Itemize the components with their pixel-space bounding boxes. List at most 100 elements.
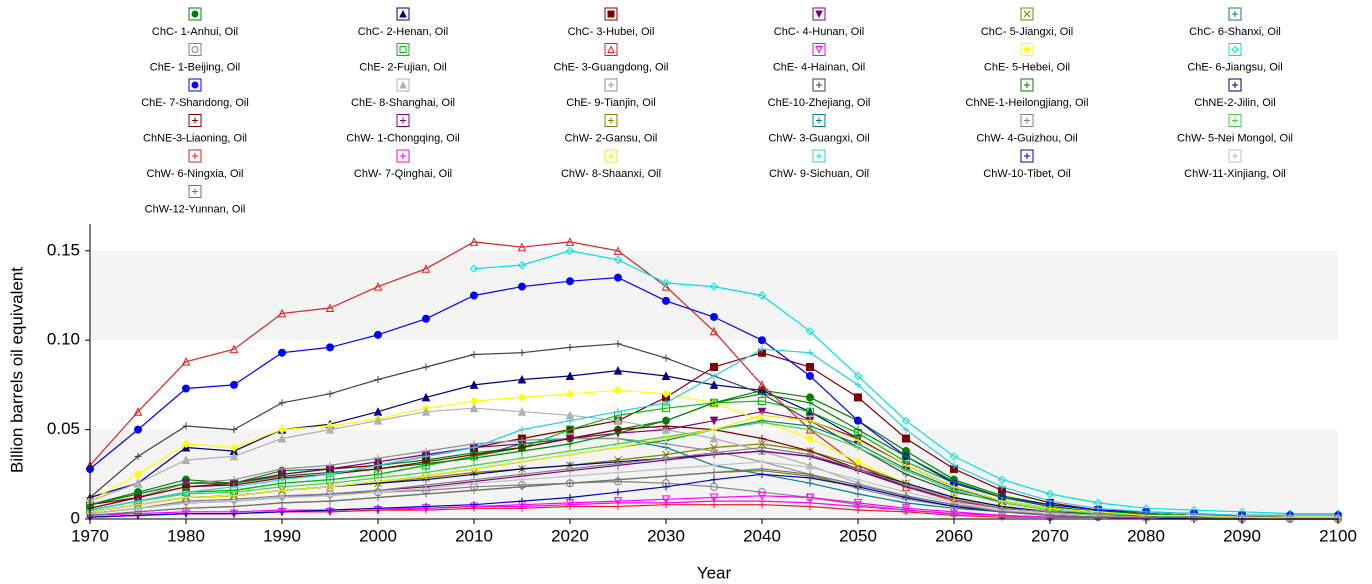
marker [1024,153,1030,159]
marker [758,418,766,426]
marker [230,483,238,491]
marker [614,476,622,484]
marker [710,372,718,380]
marker [400,153,406,159]
marker [662,454,670,462]
marker [469,237,479,246]
marker [182,422,190,430]
marker [325,424,335,434]
marker [278,465,286,473]
marker [229,344,239,354]
legend-label: ChE- 7-Shandong, Oil [141,97,249,109]
marker [422,363,430,371]
marker [709,326,719,336]
marker [1232,11,1238,17]
marker [949,452,959,461]
marker [902,461,910,469]
marker [518,476,526,484]
marker [710,482,718,491]
marker [518,436,526,444]
marker [374,477,382,485]
marker [469,396,479,406]
marker [518,282,526,291]
marker [854,465,862,473]
marker [1023,45,1031,54]
marker [805,434,815,443]
marker [853,457,863,466]
marker [757,491,767,501]
legend-label: ChE- 3-Guangdong, Oil [554,61,669,73]
marker [758,435,766,443]
legend-label: ChC- 3-Hubei, Oil [568,26,655,38]
legend-label: ChE- 4-Hainan, Oil [773,61,865,73]
marker [662,465,670,473]
marker [566,417,574,425]
marker [133,407,143,416]
marker [181,357,191,366]
y-tick-label: 0.10 [47,330,80,349]
marker [1046,497,1054,505]
y-tick-label: 0.15 [47,240,80,259]
marker [566,494,574,502]
legend-label: ChE-10-Zhejiang, Oil [768,97,871,109]
marker [902,492,910,500]
marker [277,433,287,443]
marker [134,508,142,516]
marker [470,486,478,494]
x-tick-label: 2040 [743,526,781,545]
marker [518,497,526,505]
marker [710,476,718,484]
marker [470,479,478,487]
marker [854,436,862,444]
marker [661,371,671,380]
marker [278,508,286,516]
marker [1232,82,1238,88]
marker [758,336,766,345]
marker [566,472,574,480]
marker [661,495,671,504]
marker [518,426,526,434]
marker [421,392,431,402]
marker [854,502,862,510]
legend-label: ChW- 2-Gansu, Oil [565,132,658,144]
marker [470,451,478,459]
marker [614,408,622,416]
marker [182,384,190,393]
legend-label: ChE- 2-Fujian, Oil [359,61,446,73]
y-axis-title: Billion barrels oil equivalent [7,267,26,473]
marker [326,390,334,398]
legend-label: ChW- 1-Chongqing, Oil [346,132,460,144]
marker [614,443,622,451]
marker [709,416,719,426]
marker [374,376,382,384]
marker [374,461,382,469]
legend-label: ChC- 4-Hunan, Oil [774,26,864,38]
marker [662,450,670,459]
marker [661,424,671,434]
x-tick-label: 2000 [359,526,397,545]
marker [709,282,719,291]
marker [661,389,671,399]
marker [400,117,406,124]
legend-label: ChW- 8-Shaanxi, Oil [561,168,661,180]
marker [326,343,334,352]
marker [901,504,911,513]
marker [133,470,143,479]
x-tick-label: 1970 [71,526,109,545]
marker [470,291,478,300]
marker [191,10,199,18]
marker [854,443,862,451]
marker [806,399,814,407]
marker [853,371,863,381]
marker [182,504,190,512]
x-tick-label: 2020 [551,526,589,545]
marker [470,465,478,473]
marker [422,490,430,498]
marker [608,153,614,159]
marker [182,488,190,496]
marker [758,443,766,451]
legend-label: ChW-12-Yunnan, Oil [145,203,246,215]
marker [901,416,911,425]
marker [230,380,238,389]
marker [607,45,615,53]
